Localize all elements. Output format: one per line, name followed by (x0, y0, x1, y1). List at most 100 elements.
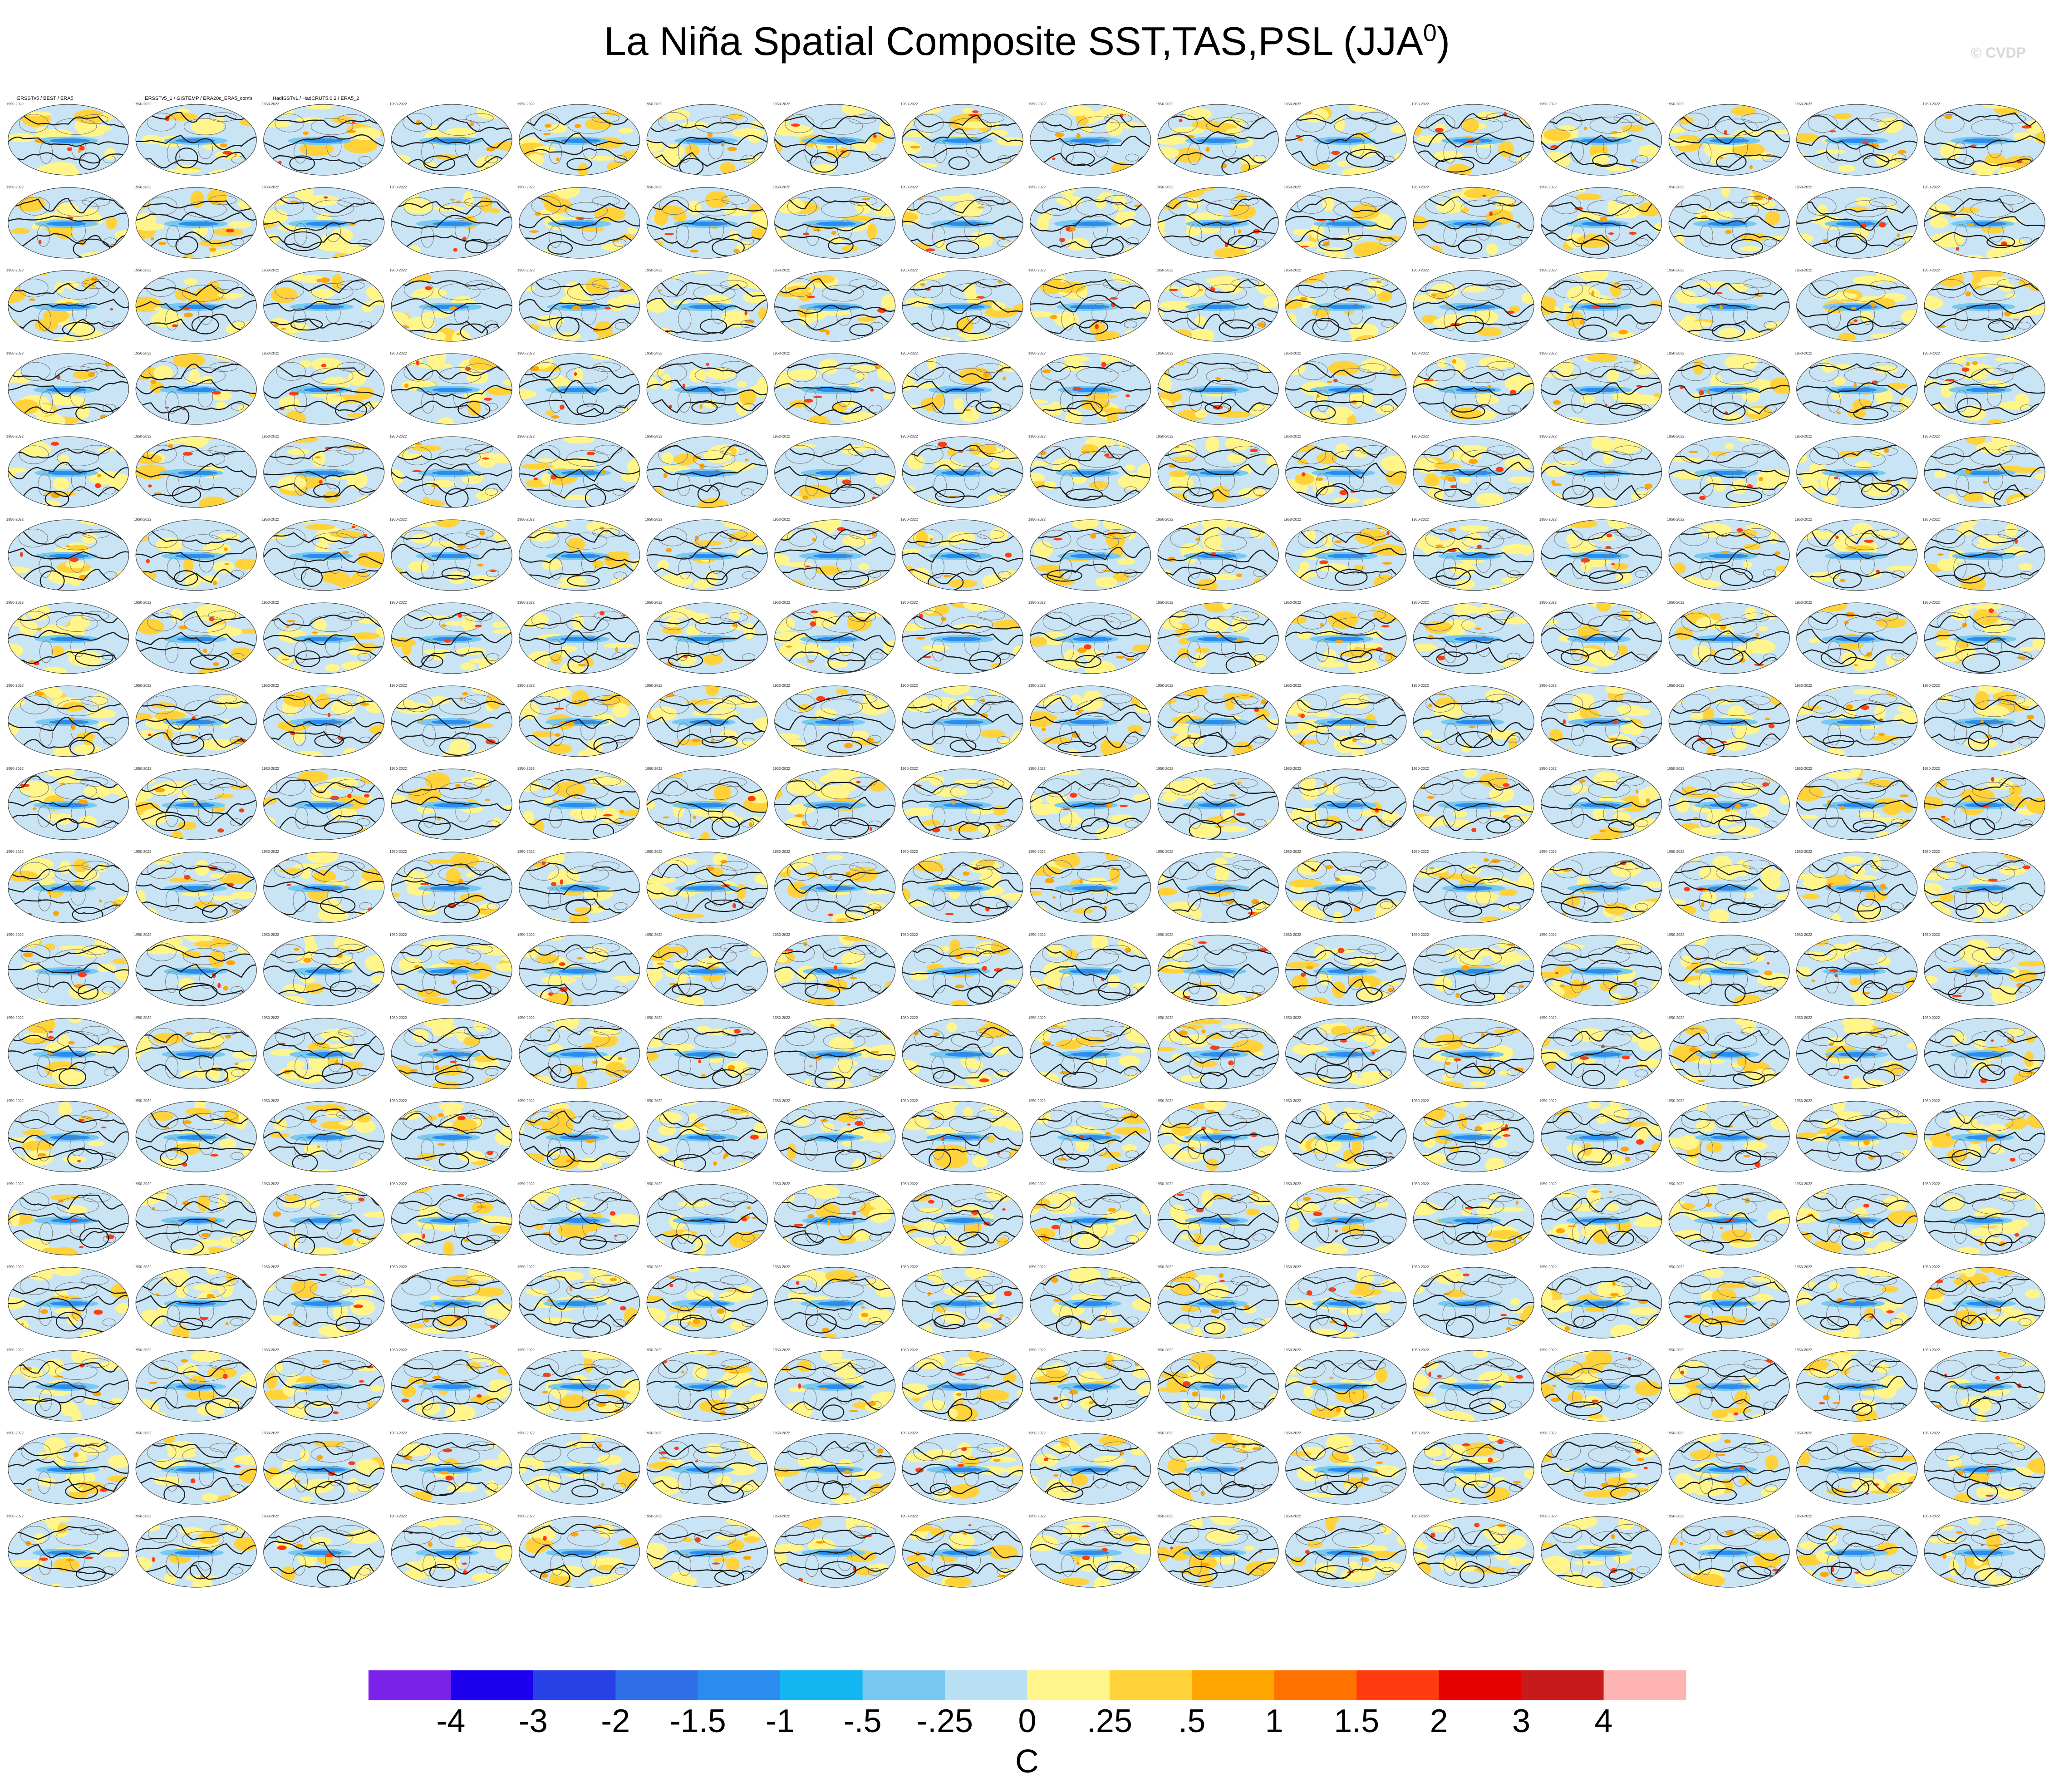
panel-period-label: 1950-2022 (1028, 185, 1046, 189)
map-panel: 1950-2022 (1156, 1348, 1279, 1422)
panel-period-label: 1950-2022 (1411, 1016, 1429, 1020)
map-panel: 1950-2022 (1795, 434, 1918, 508)
title-suffix: ) (1436, 19, 1450, 64)
cvdp-watermark: © CVDP (1970, 44, 2026, 61)
panel-period-label: 1950-2022 (6, 102, 24, 106)
colorbar-tick-label: -1 (766, 1703, 795, 1739)
panel-period-label: 1950-2022 (262, 684, 280, 688)
map-panel: 1950-2022 (1922, 684, 2045, 757)
map-panel: 1950-2022 (389, 517, 512, 591)
map-panel: 1950-2022 (1667, 517, 1790, 591)
map-panel: 1950-2022 (645, 268, 768, 342)
map-panel: 1950-2022 (262, 767, 385, 840)
map-panel: 1950-2022 (517, 1099, 640, 1172)
panel-period-label: 1950-2022 (900, 933, 918, 937)
panel-period-label: 1950-2022 (1795, 268, 1813, 272)
panel-period-label: 1950-2022 (1028, 351, 1046, 355)
map-panel: 1950-2022 (773, 1514, 896, 1588)
map-panel: 1950-2022 (1539, 434, 1662, 508)
panel-period-label: 1950-2022 (900, 434, 918, 438)
map-panel: 1950-2022 (1795, 933, 1918, 1006)
panel-period-label: 1950-2022 (134, 684, 152, 688)
map-panel: 1950-2022 (1156, 434, 1279, 508)
map-panel: 1950-2022 (1284, 1431, 1407, 1505)
panel-period-label: 1950-2022 (517, 517, 535, 522)
panel-period-label: 1950-2022 (1028, 434, 1046, 438)
map-panel: 1950-2022 (1028, 1265, 1151, 1339)
panel-period-label: 1950-2022 (1156, 1265, 1174, 1269)
panel-period-label: 1950-2022 (1539, 684, 1557, 688)
panel-period-label: 1950-2022 (645, 684, 663, 688)
panel-period-label: 1950-2022 (262, 1265, 280, 1269)
panel-period-label: 1950-2022 (900, 1182, 918, 1186)
panel-period-label: 1950-2022 (517, 601, 535, 605)
panel-period-label: 1950-2022 (1667, 767, 1685, 771)
panel-period-label: 1950-2022 (262, 1099, 280, 1103)
panel-period-label: 1950-2022 (389, 268, 407, 272)
colorbar-swatch (1439, 1670, 1522, 1700)
panel-period-label: 1950-2022 (1539, 434, 1557, 438)
panel-period-label: 1950-2022 (900, 1348, 918, 1352)
panel-period-label: 1950-2022 (1156, 601, 1174, 605)
panel-period-label: 1950-2022 (1028, 1431, 1046, 1435)
map-panel: 1950-2022 (1411, 1016, 1534, 1089)
map-panel: 1950-2022 (517, 1348, 640, 1422)
map-panel: 1950-2022 (389, 102, 512, 176)
panel-period-label: 1950-2022 (1411, 1265, 1429, 1269)
map-panel: 1950-2022 (262, 1016, 385, 1089)
map-panel: 1950-2022 (517, 517, 640, 591)
panel-period-label: 1950-2022 (1539, 1265, 1557, 1269)
map-panel: 1950-2022 (6, 434, 129, 508)
map-panel: 1950-2022 (645, 767, 768, 840)
panel-period-label: 1950-2022 (645, 102, 663, 106)
panel-period-label: 1950-2022 (1539, 268, 1557, 272)
panel-period-label: 1950-2022 (773, 850, 791, 854)
panel-period-label: 1950-2022 (1156, 1182, 1174, 1186)
map-panel: 1950-2022 (262, 185, 385, 259)
panel-period-label: 1950-2022 (134, 767, 152, 771)
map-panel: 1950-2022 (773, 517, 896, 591)
map-panel: 1950-2022 (389, 434, 512, 508)
map-panel: 1950-2022 (6, 517, 129, 591)
colorbar-tick-label: 1 (1265, 1703, 1283, 1739)
map-panel: 1950-2022 (1922, 1431, 2045, 1505)
colorbar-swatch (451, 1670, 534, 1700)
map-panel: 1950-2022 (517, 1016, 640, 1089)
panel-period-label: 1950-2022 (1284, 850, 1302, 854)
map-panel: 1950-2022 (1667, 1265, 1790, 1339)
map-panel: 1950-2022 (262, 601, 385, 674)
panel-period-label: 1950-2022 (1284, 1514, 1302, 1518)
map-panel: 1950-2022 (6, 1099, 129, 1172)
panel-period-label: 1950-2022 (1539, 1348, 1557, 1352)
panel-period-label: 1950-2022 (389, 1099, 407, 1103)
panel-period-label: 1950-2022 (6, 185, 24, 189)
map-panel: 1950-2022 (900, 102, 1023, 176)
panel-period-label: 1950-2022 (773, 1431, 791, 1435)
panel-period-label: 1950-2022 (645, 268, 663, 272)
panel-period-label: 1950-2022 (1284, 601, 1302, 605)
map-panel: 1950-2022 (1284, 684, 1407, 757)
panel-period-label: 1950-2022 (6, 1016, 24, 1020)
panel-period-label: 1950-2022 (1922, 767, 1940, 771)
map-panel: 1950-2022 (1539, 1016, 1662, 1089)
panel-period-label: 1950-2022 (389, 1016, 407, 1020)
panel-period-label: 1950-2022 (1411, 767, 1429, 771)
map-panel: 1950-2022 (6, 185, 129, 259)
panel-period-label: 1950-2022 (1284, 517, 1302, 522)
map-panel: 1950-2022 (645, 1016, 768, 1089)
panel-period-label: 1950-2022 (1922, 1182, 1940, 1186)
map-panel: 1950-2022 (517, 102, 640, 176)
panel-period-label: 1950-2022 (900, 767, 918, 771)
colorbar-swatch (1521, 1670, 1604, 1700)
panel-period-label: 1950-2022 (645, 933, 663, 937)
map-panel: 1950-2022 (389, 684, 512, 757)
panel-period-label: 1950-2022 (1795, 351, 1813, 355)
map-panel: 1950-2022 (1284, 1182, 1407, 1255)
map-panel: 1950-2022 (1667, 1099, 1790, 1172)
panel-period-label: 1950-2022 (1156, 517, 1174, 522)
panel-period-label: 1950-2022 (389, 434, 407, 438)
panel-period-label: 1950-2022 (1795, 1265, 1813, 1269)
colorbar-tick-label: 0 (1018, 1703, 1036, 1739)
panel-period-label: 1950-2022 (773, 767, 791, 771)
